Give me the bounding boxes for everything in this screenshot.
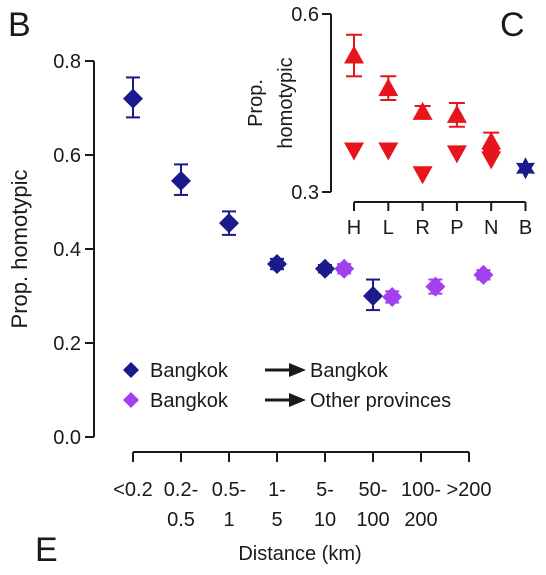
series-0-point-1: [171, 170, 191, 191]
main-x-tick-label: 1: [223, 509, 234, 531]
main-x-tick-label: 200: [404, 509, 437, 531]
inset-y-axis-label-line2: homotypic: [275, 57, 297, 148]
main-x-tick-label: 10: [314, 509, 336, 531]
legend-arrow-1-head: [289, 393, 306, 407]
inset-x-tick-label: L: [383, 217, 394, 239]
inset-series-0-point-3: [446, 104, 467, 123]
legend-text-1-target: Other provinces: [310, 390, 451, 412]
panel-label-b: B: [8, 6, 31, 44]
series-1-point-3: [473, 264, 494, 285]
main-x-tick-label: 5-: [316, 479, 334, 501]
main-y-tick-label: 0.6: [53, 145, 81, 167]
legend-text-1-source: Bangkok: [150, 390, 229, 412]
main-x-axis-label: Distance (km): [238, 543, 361, 565]
main-x-tick-label: 0.5-: [212, 479, 246, 501]
inset-x-tick-label: P: [450, 217, 463, 239]
inset-series-0-point-2: [412, 101, 433, 120]
inset-series-2-point-0: [516, 157, 535, 180]
inset-x-tick-label: N: [484, 217, 498, 239]
panel-label-c: C: [500, 6, 525, 44]
main-x-tick-label: 0.2-: [164, 479, 198, 501]
main-y-tick-label: 0.8: [53, 51, 81, 73]
main-x-tick-label: 5: [271, 509, 282, 531]
inset-series-1-point-0: [344, 142, 364, 161]
inset-x-tick-label: B: [519, 217, 532, 239]
inset-series-1-point-3: [446, 145, 467, 164]
inset-series-1-point-1: [378, 142, 399, 161]
series-1-point-0: [334, 258, 355, 279]
legend-marker-0: [123, 362, 139, 378]
inset-y-tick-label: 0.3: [291, 182, 319, 204]
legend-marker-1: [123, 392, 139, 408]
main-x-tick-label: 0.5: [167, 509, 195, 531]
inset-y-axis-label-line1: Prop.: [245, 79, 267, 127]
series-0-point-3: [267, 254, 287, 275]
legend-text-0-target: Bangkok: [310, 360, 389, 382]
panel-label-e: E: [35, 531, 58, 569]
inset-x-tick-label: H: [347, 217, 361, 239]
main-x-tick-label: 1-: [268, 479, 286, 501]
series-1-point-2: [425, 276, 446, 297]
inset-series-0-point-1: [378, 78, 399, 97]
inset-series-1-point-4: [481, 151, 502, 170]
main-x-tick-label: 50-: [359, 479, 388, 501]
main-x-tick-label: 100: [356, 509, 389, 531]
main-x-tick-label: <0.2: [113, 479, 152, 501]
main-y-tick-label: 0.0: [53, 427, 81, 449]
series-0-point-4: [315, 258, 335, 279]
main-chart: 0.0 0.2 0.4 0.6 0.8 Prop. homotypic <0.2 0.2- 0.…: [7, 51, 494, 565]
main-y-tick-label: 0.2: [53, 333, 81, 355]
series-1-point-1: [382, 286, 403, 307]
main-y-tick-label: 0.4: [53, 239, 81, 261]
inset-chart: 0.3 0.6 Prop. homotypic H L R P N B: [245, 4, 535, 239]
inset-series-0-point-0: [344, 45, 364, 64]
main-x-tick-label: 100-: [401, 479, 441, 501]
series-0-point-5: [363, 286, 383, 306]
inset-series-1-point-2: [412, 166, 433, 185]
inset-y-tick-label: 0.6: [291, 4, 319, 26]
series-0-point-2: [219, 213, 239, 234]
legend-text-0-source: Bangkok: [150, 360, 229, 382]
inset-x-tick-label: R: [415, 217, 429, 239]
series-0-point-0: [123, 88, 143, 109]
main-x-tick-label: >200: [446, 479, 491, 501]
inset-series-0-point-4: [481, 131, 502, 150]
main-y-axis-label: Prop. homotypic: [7, 170, 32, 329]
legend-arrow-0-head: [289, 363, 306, 377]
